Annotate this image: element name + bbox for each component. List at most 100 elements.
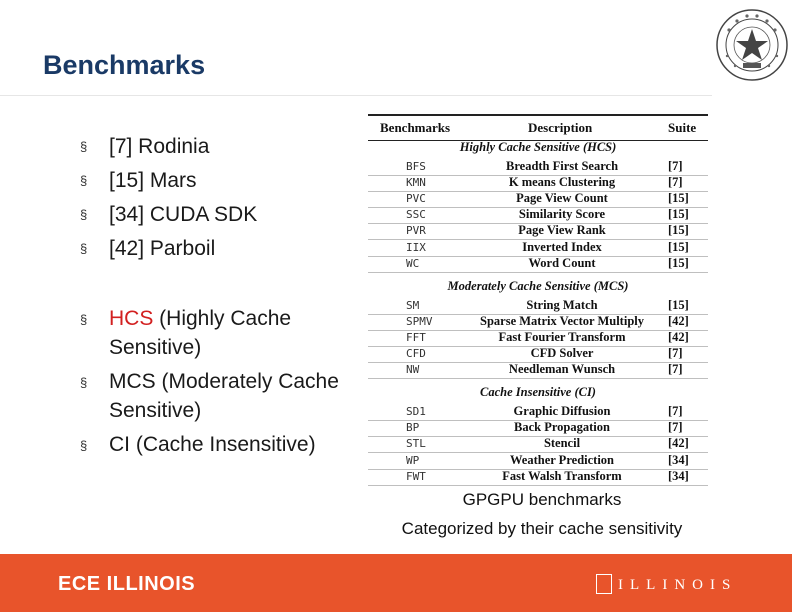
table-row: SPMV Sparse Matrix Vector Multiply [42]: [368, 314, 708, 331]
benchmark-abbr: FWT: [406, 469, 426, 483]
table-header: Benchmarks Description Suite: [368, 114, 708, 141]
category-description: (Highly Cache Sensitive): [109, 307, 292, 359]
illinois-block-i-icon: [596, 574, 612, 594]
table-row: STL Stencil [42]: [368, 436, 708, 454]
suite-list-item: § [34] CUDA SDK: [80, 198, 257, 232]
benchmark-suite: [15]: [668, 239, 689, 254]
benchmark-suite: [42]: [668, 313, 689, 328]
benchmark-description: Graphic Diffusion: [513, 404, 611, 419]
benchmark-description: Inverted Index: [522, 239, 602, 254]
benchmark-description: K means Clustering: [508, 175, 616, 190]
slide-title: Benchmarks: [43, 50, 206, 80]
category-list-item: § HCS (Highly Cache Sensitive): [80, 304, 360, 362]
benchmark-description: Page View Count: [516, 191, 608, 206]
table-row: SM String Match [15]: [368, 298, 708, 315]
benchmark-suite: [42]: [668, 329, 689, 344]
table-row: IIX Inverted Index [15]: [368, 240, 708, 257]
table-row: CFD CFD Solver [7]: [368, 346, 708, 363]
header-benchmarks: Benchmarks: [380, 120, 451, 135]
benchmark-abbr: NW: [406, 363, 420, 377]
university-seal-icon: [716, 9, 788, 81]
benchmark-description: Needleman Wunsch: [508, 362, 616, 377]
benchmark-description: CFD Solver: [530, 346, 594, 360]
benchmark-abbr: SSC: [406, 208, 426, 222]
bullet-marker: §: [80, 207, 88, 222]
benchmark-description: Page View Rank: [518, 223, 606, 238]
suite-list-text: [7] Rodinia: [109, 135, 210, 158]
benchmark-suite: [42]: [668, 436, 689, 451]
benchmark-description: Fast Walsh Transform: [502, 468, 622, 483]
suite-list-item: § [42] Parboil: [80, 232, 257, 266]
benchmark-suite: [34]: [668, 468, 689, 483]
suite-list-text: [34] CUDA SDK: [109, 203, 258, 226]
benchmark-abbr: SD1: [406, 405, 426, 419]
title-divider: [0, 95, 712, 96]
caption-line-1: GPGPU benchmarks: [462, 490, 622, 509]
category-abbr: MCS: [109, 370, 156, 393]
bullet-marker: §: [80, 173, 88, 188]
header-description: Description: [528, 120, 593, 135]
table-category-heading: Highly Cache Sensitive (HCS): [459, 140, 617, 154]
bullet-marker: §: [80, 241, 88, 256]
benchmark-suite-list: § [7] Rodinia § [15] Mars § [34] CUDA SDK § [42…: [80, 130, 257, 266]
bullet-marker: §: [80, 375, 88, 390]
benchmark-abbr: WP: [406, 453, 420, 467]
benchmark-abbr: SPMV: [406, 314, 433, 328]
table-row: SD1 Graphic Diffusion [7]: [368, 404, 708, 422]
bullet-marker: §: [80, 139, 88, 154]
category-abbr: HCS: [109, 307, 154, 330]
category-abbr: CI: [109, 433, 130, 456]
benchmark-description: Similarity Score: [518, 207, 606, 222]
footer-bar: ECE ILLINOIS ILLINOIS: [0, 554, 792, 612]
benchmark-suite: [15]: [668, 255, 689, 270]
table-row: WC Word Count [15]: [368, 256, 708, 273]
benchmark-suite: [15]: [668, 223, 689, 238]
table-row: KMN K means Clustering [7]: [368, 175, 708, 193]
benchmark-description: Breadth First Search: [505, 159, 619, 173]
caption-line-2: Categorized by their cache sensitivity: [401, 519, 683, 538]
benchmark-abbr: CFD: [406, 347, 426, 360]
benchmark-description: Word Count: [528, 255, 596, 270]
header-suite: Suite: [668, 120, 697, 135]
table-row: SSC Similarity Score [15]: [368, 207, 708, 225]
bullet-marker: §: [80, 312, 88, 327]
table-row: NW Needleman Wunsch [7]: [368, 362, 708, 380]
table-category-heading: Moderately Cache Sensitive (MCS): [447, 278, 629, 293]
benchmark-suite: [7]: [668, 346, 683, 360]
table-row: WP Weather Prediction [34]: [368, 453, 708, 470]
benchmark-abbr: FFT: [406, 330, 426, 344]
benchmark-abbr: BP: [406, 421, 420, 435]
category-list-item: § CI (Cache Insensitive): [80, 430, 360, 459]
benchmark-suite: [34]: [668, 452, 689, 467]
benchmark-suite: [7]: [668, 362, 683, 377]
benchmark-abbr: PVR: [406, 224, 426, 238]
benchmark-description: Stencil: [543, 436, 581, 451]
category-description: (Cache Insensitive): [130, 433, 316, 456]
suite-list-item: § [7] Rodinia: [80, 130, 257, 164]
footer-brand-left: ECE ILLINOIS: [58, 573, 196, 595]
suite-list-text: [15] Mars: [109, 169, 197, 192]
benchmark-abbr: WC: [406, 256, 420, 270]
benchmark-abbr: SM: [406, 298, 420, 312]
benchmark-abbr: IIX: [406, 240, 426, 254]
benchmark-description: Fast Fourier Transform: [498, 329, 626, 344]
benchmark-abbr: BFS: [406, 160, 426, 173]
benchmark-abbr: PVC: [406, 192, 426, 206]
suite-list-text: [42] Parboil: [109, 237, 216, 260]
benchmark-description: Sparse Matrix Vector Multiply: [480, 313, 644, 328]
table-category-heading: Cache Insensitive (CI): [480, 385, 596, 400]
benchmark-suite: [7]: [668, 175, 683, 190]
benchmark-suite: [15]: [668, 297, 689, 312]
table-row: FFT Fast Fourier Transform [42]: [368, 330, 708, 347]
benchmark-suite: [15]: [668, 191, 689, 206]
table-row: FWT Fast Walsh Transform [34]: [368, 469, 708, 486]
bullet-marker: §: [80, 438, 88, 453]
cache-category-list: § HCS (Highly Cache Sensitive) § MCS (Moder…: [80, 304, 360, 464]
footer-brand-wordmark: ILLINOIS: [618, 577, 738, 593]
benchmark-suite: [15]: [668, 207, 689, 222]
benchmark-description: String Match: [526, 297, 598, 312]
benchmark-abbr: KMN: [406, 176, 426, 190]
benchmark-description: Weather Prediction: [509, 452, 615, 467]
category-list-item: § MCS (Moderately Cache Sensitive): [80, 367, 360, 425]
table-row: PVR Page View Rank [15]: [368, 223, 708, 241]
